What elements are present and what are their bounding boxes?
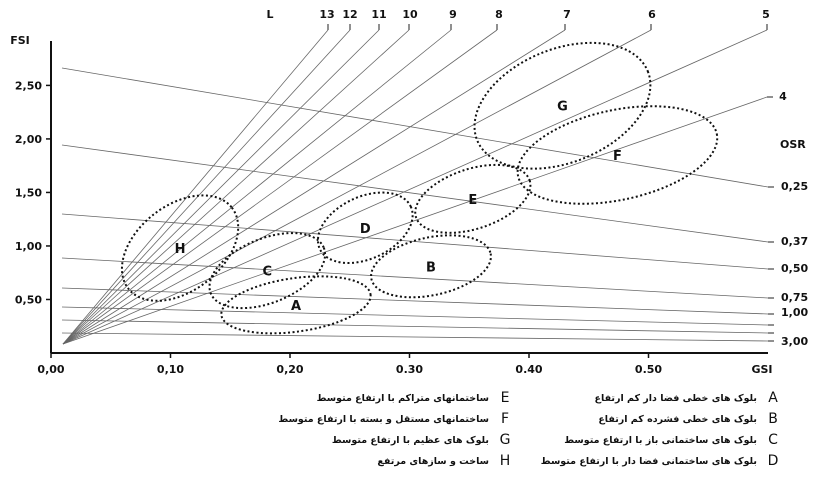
zone-label-d: D <box>360 222 371 237</box>
legend-letter: D <box>767 453 779 469</box>
layer-ray <box>62 29 351 345</box>
layer-ray-label: 10 <box>402 8 418 21</box>
layer-ray-label: 13 <box>319 8 334 21</box>
y-tick-label: 1,50 <box>15 186 42 199</box>
x-tick-label: 0.40 <box>515 363 542 376</box>
axes <box>46 41 768 358</box>
legend-letter: F <box>500 411 510 427</box>
layer-ray-label: 7 <box>563 8 571 21</box>
y-tick-label: 2,00 <box>15 133 42 146</box>
legend-text: بلوک های ساختمانی باز با ارتفاع متوسط <box>564 434 757 446</box>
zone-label-b: B <box>426 260 436 275</box>
osr-line <box>61 332 769 342</box>
legend-letter: G <box>499 432 511 448</box>
legend-item-g: G بلوک های عظیم با ارتفاع متوسط <box>332 432 513 448</box>
zone-label-h: H <box>175 242 186 257</box>
osr-line-label: 0,37 <box>781 235 808 248</box>
axis-labels: 0,00 0,10 0,20 0.30 0.40 0.50 0,50 1,00 1,50 2,00… <box>10 34 772 376</box>
legend-letter: H <box>499 453 511 469</box>
layer-ray-label: 5 <box>762 8 770 21</box>
legend-letter: A <box>768 390 778 406</box>
layer-ray-label: 8 <box>495 8 503 21</box>
legend-item-f: F ساختمانهای مستقل و بسته با ارتفاع متوس… <box>278 411 513 427</box>
osr-line <box>61 67 769 188</box>
y-tick-label: 2,50 <box>15 79 42 92</box>
legend-text: بلوک های خطی فشرده کم ارتفاع <box>598 413 757 425</box>
zones: A B C D E F G H <box>120 41 719 335</box>
layer-ray <box>62 96 768 345</box>
legend-item-b: B بلوک های خطی فشرده کم ارتفاع <box>598 411 781 427</box>
osr-line <box>61 287 769 315</box>
zone-ellipse-f <box>516 105 719 205</box>
legend-letter: B <box>768 411 778 427</box>
osr-line <box>61 144 769 243</box>
legend-text: ساخت و سازهای مرتفع <box>377 455 489 467</box>
y-tick-label: 1,00 <box>15 240 42 253</box>
zone-ellipse-a <box>220 275 372 335</box>
x-axis-title: GSI <box>751 363 772 376</box>
layer-axis-label: L <box>266 8 273 21</box>
legend-text: ساختمانهای مستقل و بسته با ارتفاع متوسط <box>278 413 489 425</box>
legend-text: ساختمانهای متراکم با ارتفاع متوسط <box>316 392 489 404</box>
layer-ray <box>62 29 329 345</box>
zone-ellipse-g <box>473 41 652 170</box>
osr-line <box>61 306 769 326</box>
osr-line-label: 0,25 <box>781 180 808 193</box>
x-tick-label: 0.50 <box>635 363 662 376</box>
layer-ray-label: 6 <box>648 8 656 21</box>
layer-ray-label: 11 <box>371 8 386 21</box>
legend-text: بلوک های عظیم با ارتفاع متوسط <box>331 434 489 446</box>
chart-canvas: 13 12 11 10 9 8 7 6 5 4 L 0,25 0,37 0,50 0,75 1,00 3,00… <box>10 8 808 376</box>
y-tick-label: 0,50 <box>15 293 42 306</box>
zone-label-f: F <box>613 149 622 164</box>
layer-ray <box>62 29 410 345</box>
zone-ellipse-e <box>414 163 532 234</box>
layer-ray <box>62 29 498 345</box>
layer-ray-label: 9 <box>449 8 457 21</box>
layer-ray <box>62 29 566 345</box>
y-axis-title: FSI <box>10 34 30 47</box>
zone-ellipse-d <box>316 191 414 264</box>
legend-item-d: D بلوک های ساختمانی فضا دار با ارتفاع مت… <box>541 453 781 469</box>
osr-line <box>61 257 769 299</box>
legend-text: بلوک های ساختمانی فضا دار با ارتفاع متوس… <box>540 455 757 467</box>
zone-ellipse-c <box>208 232 327 310</box>
zone-label-e: E <box>468 193 477 208</box>
x-tick-label: 0,20 <box>276 363 303 376</box>
osr-line-label: 0,75 <box>781 291 808 304</box>
x-tick-label: 0.30 <box>396 363 423 376</box>
x-tick-label: 0,10 <box>157 363 184 376</box>
layer-ray <box>62 29 452 345</box>
legend-item-a: A بلوک های خطی فضا دار کم ارتفاع <box>595 390 781 406</box>
x-tick-label: 0,00 <box>37 363 64 376</box>
legend-text: بلوک های خطی فضا دار کم ارتفاع <box>594 392 757 404</box>
zone-label-c: C <box>263 265 273 280</box>
zone-label-a: A <box>291 299 301 314</box>
layer-ray <box>62 29 768 345</box>
osr-line-label: 1,00 <box>781 306 808 319</box>
zone-ellipse-h <box>120 194 240 302</box>
osr-line-label: 3,00 <box>781 335 808 348</box>
zone-label-g: G <box>557 100 568 115</box>
osr-lines: 0,25 0,37 0,50 0,75 1,00 3,00 OSR <box>61 67 808 348</box>
legend-letter: C <box>768 432 778 448</box>
legend-item-h: H ساخت و سازهای مرتفع <box>377 453 513 469</box>
osr-axis-label: OSR <box>780 138 806 151</box>
legend-item-e: E ساختمانهای متراکم با ارتفاع متوسط <box>317 390 513 406</box>
osr-line <box>61 319 769 334</box>
legend-letter: E <box>500 390 510 406</box>
legend-item-c: C بلوک های ساختمانی باز با ارتفاع متوسط <box>564 432 781 448</box>
layer-ray <box>62 29 380 345</box>
layer-ray-label: 4 <box>779 90 787 103</box>
zone-ellipse-b <box>370 234 492 299</box>
layer-rays: 13 12 11 10 9 8 7 6 5 4 L <box>62 8 787 345</box>
legend: A بلوک های خطی فضا دار کم ارتفاع B بلوک … <box>0 388 813 477</box>
osr-line-label: 0,50 <box>781 262 808 275</box>
layer-ray-label: 12 <box>342 8 357 21</box>
